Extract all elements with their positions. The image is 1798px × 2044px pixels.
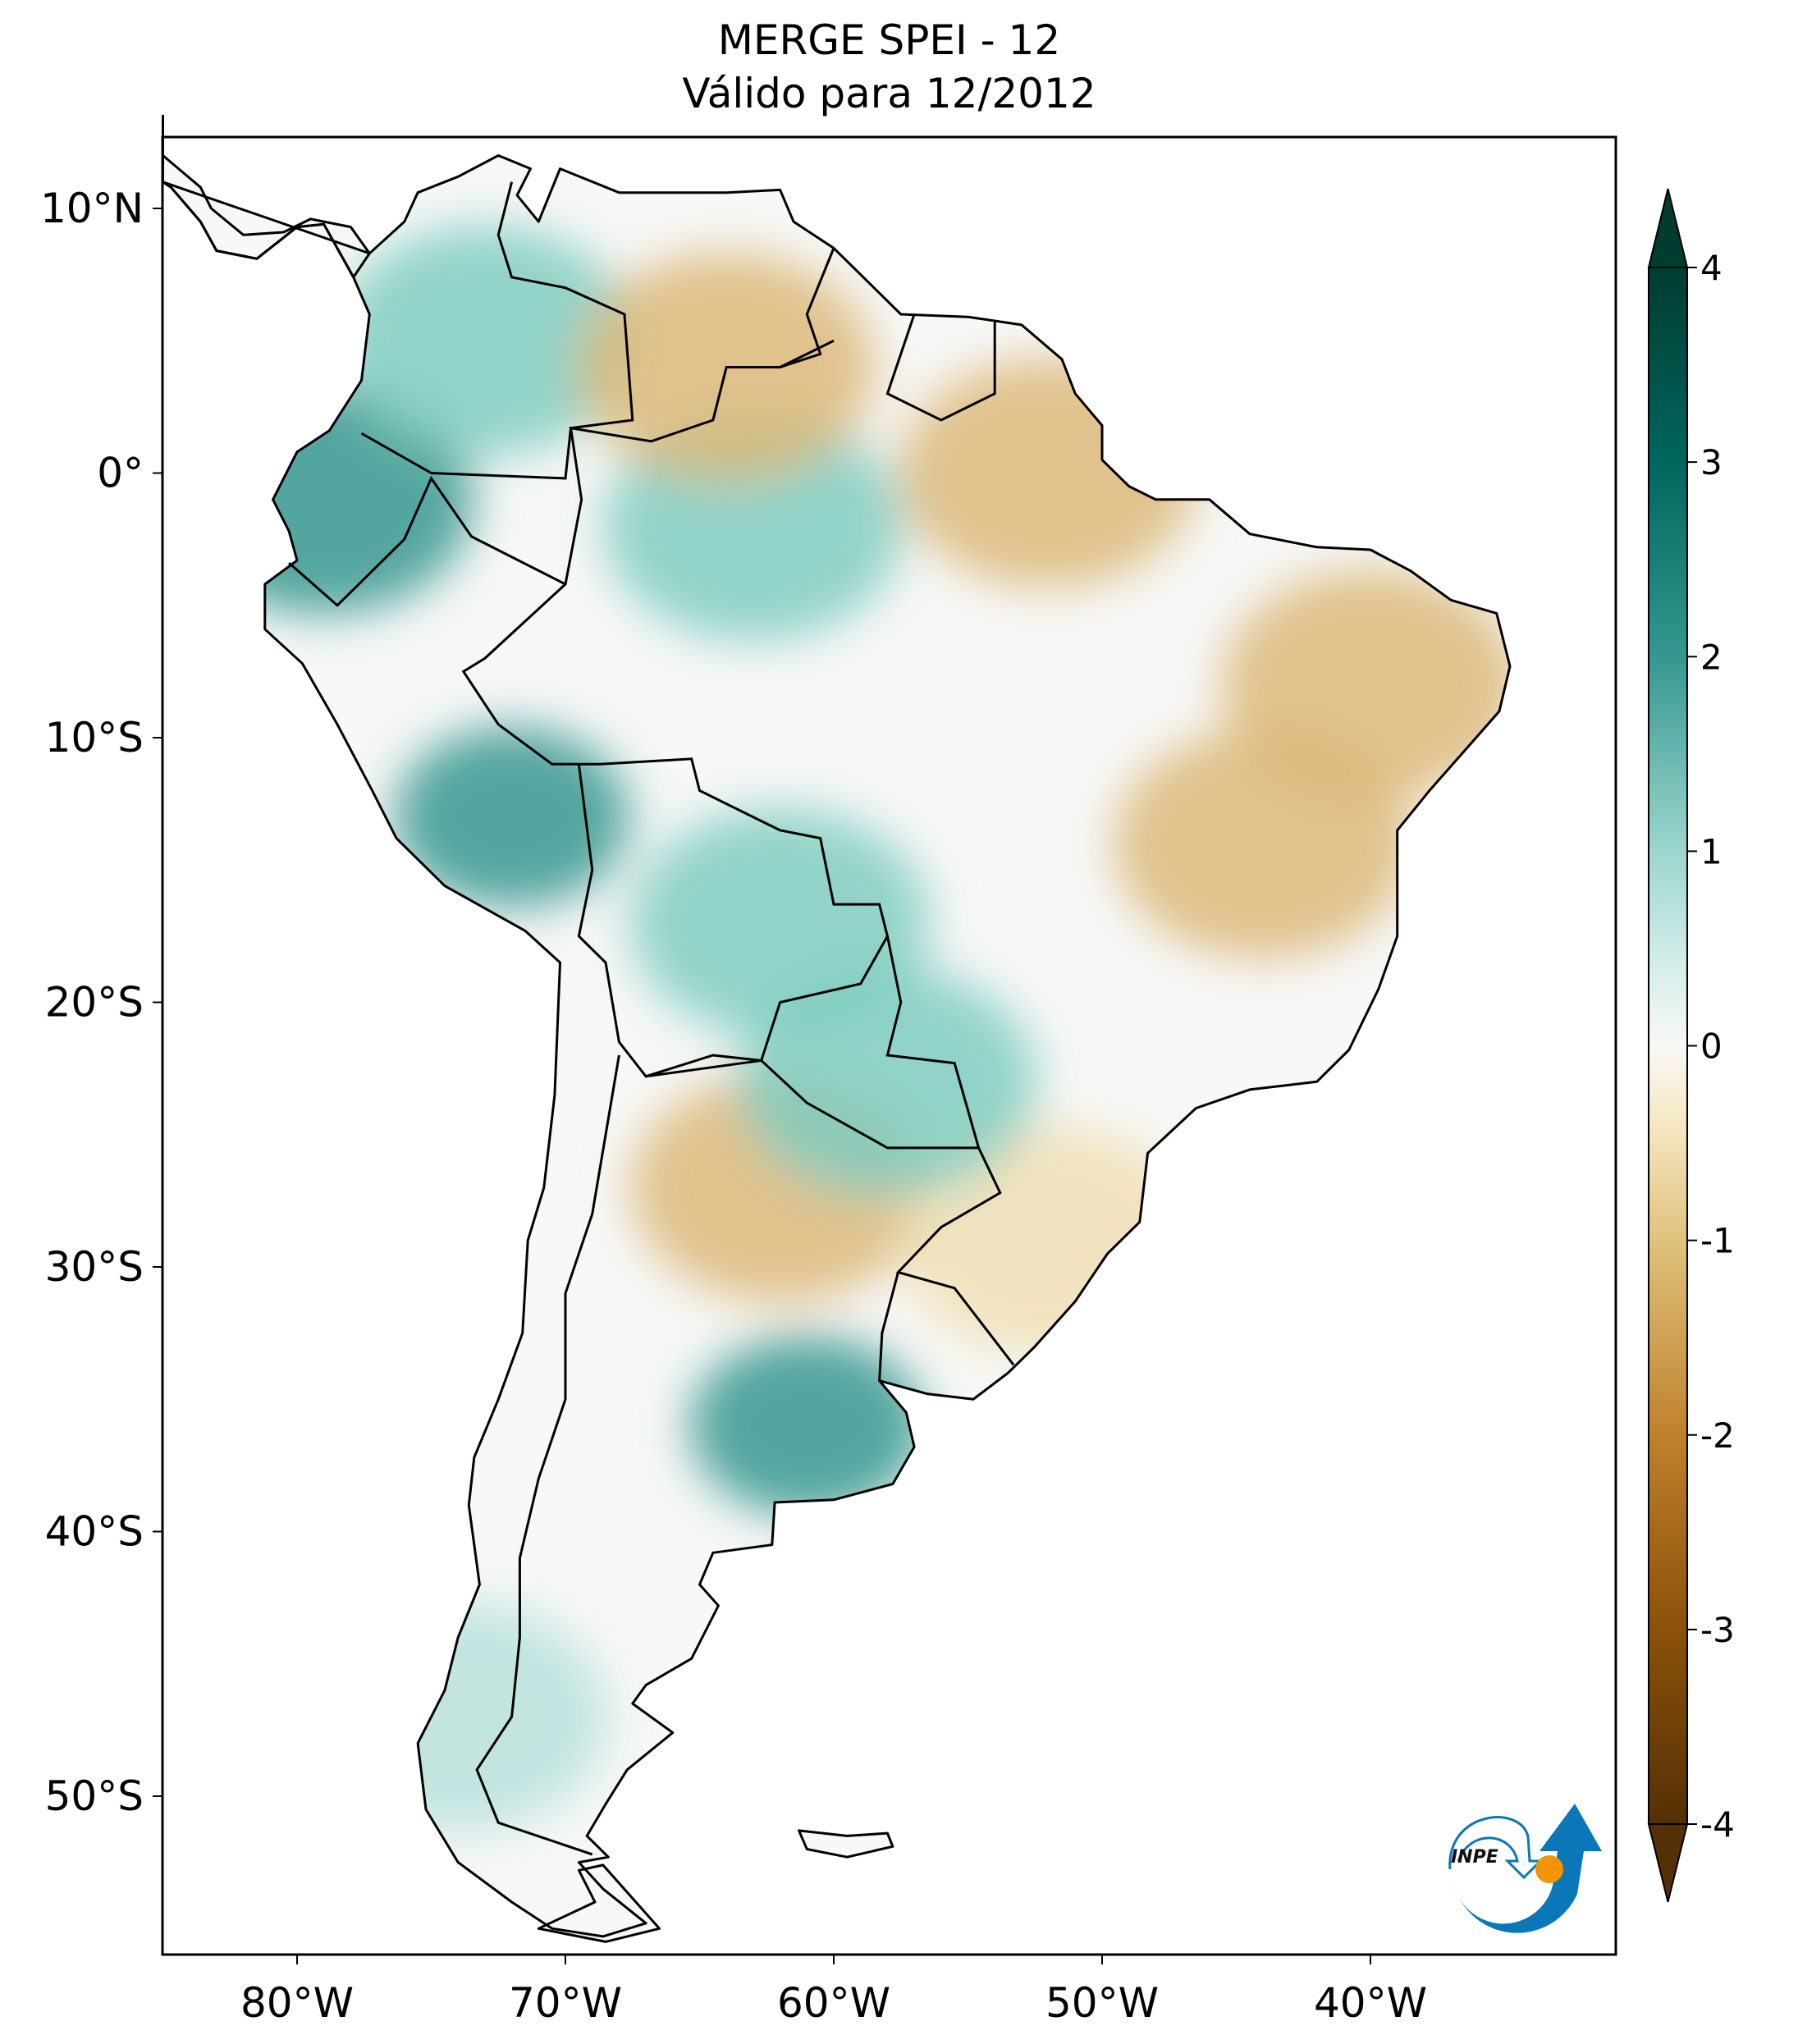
falkland-islands-coast [798,1829,894,1859]
colorbar-tick-label: 1 [1700,831,1723,871]
map-frame [161,135,1617,1956]
uruguay-border [878,1272,899,1381]
falkland-islands-land [798,1830,893,1858]
colorbar-extend-max [1647,188,1689,268]
x-tick-label: 60°W [777,1979,890,2027]
colorbar-tick-label: 3 [1700,442,1723,482]
y-tick-label: 40°S [45,1508,144,1556]
colorbar-tick-label: -4 [1700,1804,1735,1845]
y-tick-label: 50°S [45,1772,144,1820]
colombia-border [360,181,634,480]
y-tick-label: 10°N [40,185,144,232]
colorbar-tick-label: -2 [1700,1415,1735,1456]
x-tick-label: 40°W [1314,1979,1427,2027]
anomaly-buenos-aires-province [689,1335,925,1516]
colorbar-tick-label: 4 [1700,248,1723,288]
anomaly-paraguay [738,967,1037,1197]
central-america-coast [162,114,371,279]
x-tick-label: 80°W [240,1979,354,2027]
peru-border [288,475,566,607]
central-america-land [162,116,370,277]
anomaly-central-east-brazil [1114,729,1413,958]
guyana-suriname-border [885,313,996,422]
south-america-coast [162,154,1512,1938]
x-tick-label: 70°W [509,1979,622,2027]
title-line-1: MERGE SPEI - 12 [717,16,1061,64]
colorbar-tick-label: -3 [1700,1610,1735,1650]
country-borders [162,114,1512,1943]
anomaly-peru-andes [394,726,629,908]
venezuela-guyana-border [780,247,835,368]
tierra-del-fuego-coast [537,1863,661,1943]
y-tick-label: 20°S [45,979,144,1027]
y-axis: 10°N 0° 10°S 20°S 30°S 40°S 50°S [40,185,162,1820]
colorbar-gradient [1648,267,1688,1825]
x-axis: 80°W 70°W 60°W 50°W 40°W [240,1955,1427,2027]
colorbar: 4 3 2 1 0 -1 -2 -3 -4 [1647,188,1735,1903]
colorbar-tick-label: 0 [1700,1027,1723,1067]
argentina-north-border [645,1054,979,1150]
x-tick-label: 50°W [1045,1979,1159,2027]
chile-argentina-border [475,1054,620,1856]
logo-text: INPE [1451,1847,1498,1868]
title-line-2: Válido para 12/2012 [682,70,1096,117]
brazil-border [461,339,1015,1366]
colorbar-extend-min [1647,1823,1689,1903]
y-tick-label: 30°S [45,1243,144,1291]
inpe-logo: INPE [1448,1804,1602,1933]
anomaly-amap-par- [899,358,1198,588]
colorbar-tick-label: -1 [1700,1221,1735,1261]
colorbar-tick-label: 2 [1700,637,1723,677]
bolivia-border [577,764,889,1078]
y-tick-label: 10°S [45,714,144,761]
y-tick-label: 0° [97,450,144,497]
anomaly-colombia [335,226,634,456]
